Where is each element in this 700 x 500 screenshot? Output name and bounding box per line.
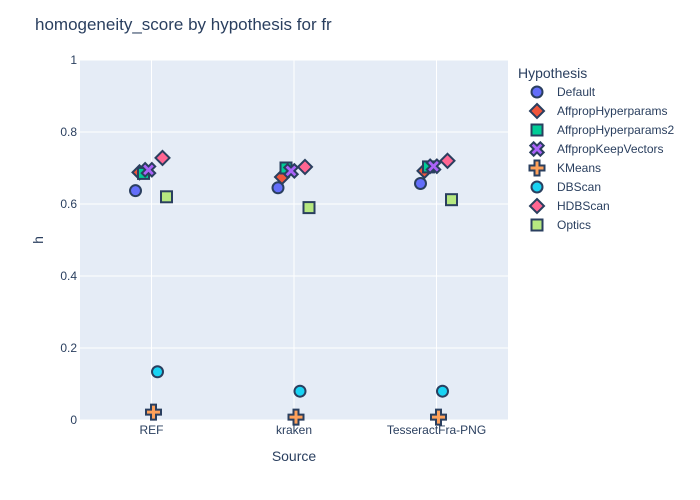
data-point (439, 152, 456, 170)
legend-item[interactable]: Optics (530, 218, 592, 232)
x-tick-label: kraken (276, 423, 312, 437)
data-point (160, 190, 173, 204)
legend-marker (528, 197, 546, 215)
legend-label: AffpropKeepVectors (557, 142, 664, 156)
y-tick-label: 0.2 (60, 341, 77, 355)
data-point (302, 201, 316, 215)
legend-item[interactable]: DBScan (530, 180, 602, 194)
x-axis-title: Source (272, 448, 317, 464)
legend-label: HDBScan (557, 199, 610, 213)
data-point (151, 365, 164, 379)
legend-marker (528, 102, 546, 120)
legend-marker (530, 85, 544, 99)
data-point (296, 158, 314, 176)
data-point (430, 408, 447, 426)
legend-marker (528, 140, 546, 158)
data-point (425, 158, 442, 175)
data-point (414, 176, 427, 190)
legend-item[interactable]: HDBScan (528, 197, 610, 215)
legend-item[interactable]: AffpropHyperparams (528, 102, 668, 120)
data-point (436, 384, 449, 398)
data-points (129, 149, 458, 426)
y-tick-label: 0.8 (60, 125, 77, 139)
data-point (145, 403, 162, 421)
y-tick-label: 0 (70, 413, 77, 427)
data-point (140, 161, 157, 178)
data-point (287, 408, 305, 426)
y-axis-ticks: 0 0.2 0.4 0.6 0.8 1 (60, 53, 77, 427)
x-tick-label: REF (140, 423, 164, 437)
legend-label: Default (557, 85, 596, 99)
y-tick-label: 0.4 (60, 269, 77, 283)
legend-label: KMeans (557, 161, 601, 175)
legend-label: AffpropHyperparams (557, 104, 668, 118)
legend-item[interactable]: Default (530, 85, 596, 99)
legend-item[interactable]: KMeans (528, 159, 602, 177)
legend-marker (530, 218, 544, 232)
legend-item[interactable]: AffpropKeepVectors (528, 140, 664, 158)
data-point (282, 162, 300, 180)
data-point (271, 181, 285, 195)
data-point (445, 193, 458, 207)
legend-item[interactable]: AffpropHyperparams2 (530, 123, 675, 137)
legend-label: Optics (557, 218, 591, 232)
data-point (293, 384, 307, 398)
legend-marker (528, 159, 546, 177)
y-tick-label: 0.6 (60, 197, 77, 211)
legend: Hypothesis Default AffpropHyperparams Affp… (518, 65, 674, 232)
legend-marker (530, 123, 544, 137)
legend-label: AffpropHyperparams2 (557, 123, 674, 137)
x-axis-ticks: REF kraken TesseractFra-PNG (140, 423, 487, 437)
data-point (129, 184, 142, 198)
data-point (154, 149, 171, 167)
legend-marker (530, 180, 544, 194)
x-tick-label: TesseractFra-PNG (387, 423, 486, 437)
legend-title: Hypothesis (518, 65, 587, 81)
chart-title: homogeneity_score by hypothesis for fr (35, 15, 332, 34)
y-tick-label: 1 (70, 53, 77, 67)
y-axis-title: h (30, 236, 46, 244)
legend-label: DBScan (557, 180, 601, 194)
